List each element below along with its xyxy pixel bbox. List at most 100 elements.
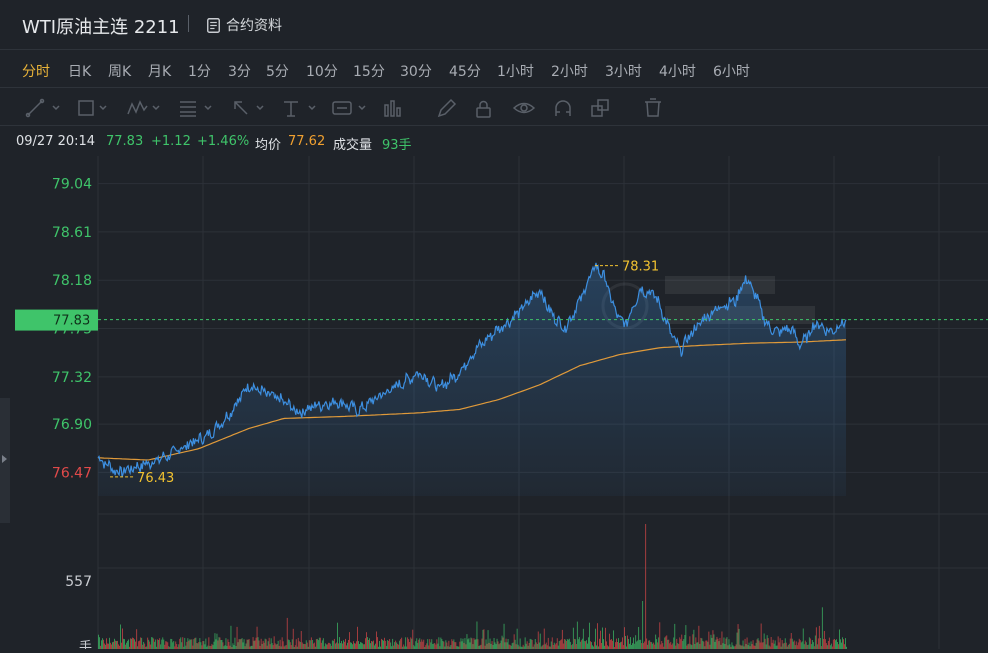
rectangle-tool-icon[interactable] <box>78 100 107 116</box>
volume-bar <box>696 642 698 649</box>
pattern-tool-icon[interactable] <box>384 100 401 117</box>
wave-tool-icon[interactable] <box>127 100 160 115</box>
text-tool-icon[interactable] <box>284 101 316 117</box>
volume-bar <box>237 642 239 649</box>
volume-bar <box>758 640 760 649</box>
annotation-tool-icon[interactable] <box>332 101 366 115</box>
pencil-icon[interactable] <box>437 98 457 118</box>
volume-bar <box>808 637 810 649</box>
volume-bar <box>647 644 649 649</box>
volume-bar <box>273 636 275 649</box>
volume-bar <box>222 642 224 649</box>
arrow-tool-icon[interactable] <box>234 101 264 115</box>
volume-bar <box>297 637 299 649</box>
volume-bar <box>576 621 578 649</box>
volume-bar <box>470 637 472 649</box>
volume-bar <box>505 638 507 649</box>
tab-period-2[interactable]: 周K <box>108 64 132 80</box>
volume-bar <box>651 642 653 649</box>
volume-bar <box>513 634 515 649</box>
volume-bar <box>285 645 287 649</box>
volume-bar <box>398 644 400 649</box>
volume-bar <box>769 646 771 649</box>
volume-bar <box>512 642 514 649</box>
volume-bar <box>485 639 487 649</box>
trash-icon[interactable] <box>645 98 661 117</box>
volume-bar <box>270 638 272 649</box>
line-tool-icon[interactable] <box>25 98 60 118</box>
tab-period-12[interactable]: 2小时 <box>551 64 588 80</box>
volume-bar <box>824 639 826 649</box>
tab-period-8[interactable]: 15分 <box>353 64 385 80</box>
volume-bar <box>797 642 799 649</box>
volume-bar <box>598 646 599 649</box>
tab-period-6[interactable]: 5分 <box>266 64 289 80</box>
magnet-icon[interactable] <box>555 100 571 116</box>
volume-bar <box>338 643 339 649</box>
volume-bar <box>612 640 613 649</box>
volume-bar <box>324 643 326 649</box>
volume-bar <box>336 642 337 649</box>
volume-bar <box>241 638 243 649</box>
volume-bar <box>243 639 245 649</box>
tab-period-9[interactable]: 30分 <box>400 64 432 80</box>
volume-bar <box>755 642 757 649</box>
volume-bar <box>261 644 263 649</box>
volume-bar <box>416 638 418 649</box>
volume-bar <box>126 642 127 649</box>
volume-bar <box>577 639 579 649</box>
volume-bar <box>372 641 373 649</box>
volume-value: 93手 <box>382 138 412 153</box>
volume-bar <box>785 642 787 649</box>
volume-bar <box>653 642 655 649</box>
tab-period-4[interactable]: 1分 <box>188 64 211 80</box>
volume-bar <box>199 638 201 649</box>
volume-bar <box>384 637 385 649</box>
volume-bar <box>294 645 296 649</box>
volume-bar <box>840 639 841 649</box>
tab-period-1[interactable]: 日K <box>68 64 92 80</box>
volume-bar <box>828 637 830 649</box>
clone-icon[interactable] <box>591 99 609 117</box>
side-panel-toggle[interactable] <box>0 398 10 523</box>
tab-period-11[interactable]: 1小时 <box>497 64 534 80</box>
volume-bar <box>254 640 256 649</box>
volume-bar <box>633 637 634 649</box>
tab-period-3[interactable]: 月K <box>148 64 172 80</box>
contract-info-button[interactable]: 合约资料 <box>207 15 282 35</box>
volume-bar <box>526 641 528 649</box>
volume-bar <box>407 637 409 649</box>
tab-period-7[interactable]: 10分 <box>306 64 338 80</box>
volume-bar <box>119 645 120 649</box>
volume-bar <box>739 644 741 649</box>
volume-bar <box>290 645 292 649</box>
tab-period-13[interactable]: 3小时 <box>605 64 642 80</box>
tab-period-5[interactable]: 3分 <box>228 64 251 80</box>
volume-bar <box>685 625 687 649</box>
tab-period-10[interactable]: 45分 <box>449 64 481 80</box>
tab-period-14[interactable]: 4小时 <box>659 64 696 80</box>
volume-bar <box>331 640 333 649</box>
volume-bar <box>615 642 616 649</box>
volume-bar <box>260 638 262 649</box>
volume-bar <box>129 646 130 649</box>
volume-bar <box>528 643 530 649</box>
eye-icon[interactable] <box>512 102 536 114</box>
volume-bar <box>771 642 773 649</box>
fibonacci-tool-icon[interactable] <box>180 101 212 117</box>
volume-bar <box>814 635 816 649</box>
tab-period-0[interactable]: 分时 <box>22 64 50 80</box>
volume-bar <box>614 647 615 649</box>
volume-bar <box>809 638 811 649</box>
volume-bar <box>200 642 202 649</box>
volume-bar <box>601 643 602 649</box>
volume-bar <box>763 633 765 649</box>
volume-bar <box>108 643 109 649</box>
volume-bar <box>408 639 410 649</box>
tab-period-15[interactable]: 6小时 <box>713 64 750 80</box>
lock-icon[interactable] <box>476 100 491 118</box>
volume-bar <box>845 638 846 649</box>
volume-bar <box>233 645 235 649</box>
